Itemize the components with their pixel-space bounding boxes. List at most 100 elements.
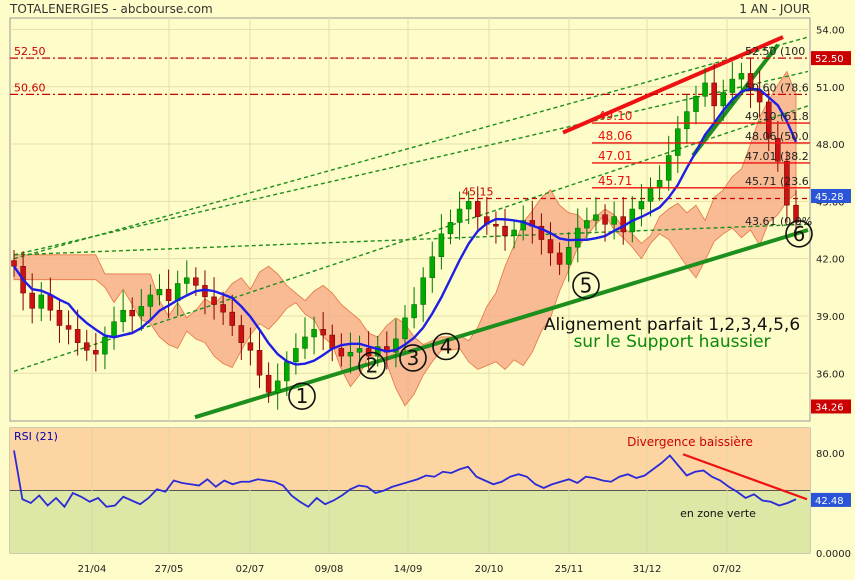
candle-body bbox=[711, 82, 717, 107]
candle-body bbox=[247, 342, 254, 351]
x-tick-label: 31/12 bbox=[633, 564, 662, 575]
ma30-line bbox=[13, 87, 798, 366]
candle-body bbox=[729, 78, 736, 93]
fib-right-pct: (61.8 bbox=[780, 110, 809, 123]
candle-body bbox=[56, 309, 63, 326]
fib-label: 45.71 bbox=[598, 174, 632, 188]
rsi-zone-note: en zone verte bbox=[680, 507, 756, 520]
candle-body bbox=[775, 138, 781, 162]
fib-right-pct: (38.2 bbox=[780, 150, 809, 163]
candle-body bbox=[211, 296, 217, 305]
candle-body bbox=[338, 348, 345, 357]
channel-top-line-2 bbox=[13, 36, 809, 260]
candle-body bbox=[329, 334, 336, 349]
candle-body bbox=[93, 350, 99, 355]
candle-body bbox=[11, 260, 17, 267]
fibonacci-retracement: 49.10 48.06 47.01 45.71 52.50 (100 50.60 (78.6 4… bbox=[592, 45, 812, 228]
candle-body bbox=[111, 321, 117, 338]
fib-right-label: 49.10 bbox=[745, 110, 777, 123]
candle-body bbox=[156, 288, 163, 296]
candle-body bbox=[238, 325, 245, 343]
candle-body bbox=[302, 336, 308, 349]
candle-body bbox=[138, 306, 145, 317]
marker-circle bbox=[358, 351, 386, 380]
price-badge-text: 34.26 bbox=[815, 402, 844, 413]
marker-number: 1 bbox=[296, 384, 309, 408]
price-badge bbox=[811, 189, 851, 204]
fib-right-label: 52.50 bbox=[745, 45, 777, 58]
candle-body bbox=[311, 329, 317, 338]
candle-body bbox=[193, 277, 199, 286]
trend-lines bbox=[13, 35, 809, 420]
candle-body bbox=[784, 160, 790, 206]
candle-body bbox=[429, 256, 436, 279]
candle-body bbox=[102, 336, 108, 355]
fib-right-pct: (50.0 bbox=[780, 130, 809, 143]
candle-body bbox=[638, 201, 645, 210]
candle-body bbox=[647, 187, 654, 202]
candle-body bbox=[765, 101, 772, 139]
resistance-line bbox=[562, 35, 784, 135]
candle-body bbox=[47, 294, 54, 311]
y-tick-label: 42.00 bbox=[816, 255, 845, 266]
candle-body bbox=[38, 294, 45, 309]
fib-label: 49.10 bbox=[598, 109, 632, 123]
candle-body bbox=[720, 92, 727, 107]
y-tick-label: 39.00 bbox=[816, 312, 845, 323]
support-uptrend-line bbox=[194, 228, 809, 420]
candle-body bbox=[656, 180, 663, 189]
date-x-axis: 21/04 27/05 02/07 09/08 14/09 20/10 25/11 31/12… bbox=[78, 564, 742, 575]
candle-body bbox=[356, 348, 363, 353]
candle-body bbox=[411, 304, 417, 319]
comment-line-1: Alignement parfait 1,2,3,4,5,6 bbox=[544, 315, 800, 335]
candle-body bbox=[602, 214, 608, 225]
chart-period-label: 1 AN - JOUR bbox=[739, 2, 810, 16]
candle-body bbox=[747, 73, 754, 91]
candle-body bbox=[511, 229, 517, 236]
candle-body bbox=[438, 233, 445, 257]
candle-body bbox=[738, 73, 745, 80]
candle-body bbox=[538, 225, 545, 240]
price-badge bbox=[811, 399, 851, 414]
candle-body bbox=[547, 239, 554, 254]
price-badge-text: 52.50 bbox=[815, 54, 844, 65]
candle-body bbox=[293, 348, 299, 363]
candle-body bbox=[575, 227, 581, 248]
fib-right-label: 47.01 bbox=[745, 150, 777, 163]
candle-body bbox=[65, 325, 72, 330]
candle-body bbox=[556, 252, 563, 265]
y-tick-label: 36.00 bbox=[816, 369, 845, 380]
x-tick-label: 20/10 bbox=[475, 564, 504, 575]
price-badges: 52.50 45.28 34.26 bbox=[811, 51, 851, 414]
candle-body bbox=[447, 222, 454, 235]
candle-body bbox=[220, 304, 226, 313]
price-badge-text: 45.28 bbox=[815, 192, 844, 203]
candle-body bbox=[120, 309, 126, 322]
marker-circle bbox=[288, 382, 316, 410]
fib-label: 48.06 bbox=[598, 129, 632, 143]
fib-label: 47.01 bbox=[598, 149, 632, 163]
level-label: 52.50 bbox=[14, 45, 46, 58]
candle-body bbox=[320, 329, 326, 336]
candle-body bbox=[420, 277, 426, 305]
marker-number: 2 bbox=[366, 354, 379, 378]
candle-body bbox=[684, 111, 690, 130]
fib-right-label: 48.06 bbox=[745, 130, 777, 143]
candle-body bbox=[256, 350, 263, 376]
rsi-tick-label: 0.0000 bbox=[816, 549, 851, 560]
candle-body bbox=[284, 361, 290, 382]
fib-right-label: 45.71 bbox=[745, 175, 777, 188]
candle-body bbox=[611, 216, 617, 225]
candle-body bbox=[584, 220, 590, 229]
channel-top-line bbox=[13, 70, 809, 256]
candle-body bbox=[229, 311, 235, 326]
fib-right-pct: (23.6 bbox=[780, 175, 809, 188]
marker-number: 5 bbox=[580, 273, 593, 297]
candle-body bbox=[675, 128, 681, 156]
rsi-tick-label: 80.00 bbox=[816, 449, 845, 460]
candle-body bbox=[74, 329, 81, 343]
y-tick-label: 48.00 bbox=[816, 140, 845, 151]
short-support-line bbox=[691, 43, 780, 157]
marker-number: 6 bbox=[793, 222, 806, 246]
